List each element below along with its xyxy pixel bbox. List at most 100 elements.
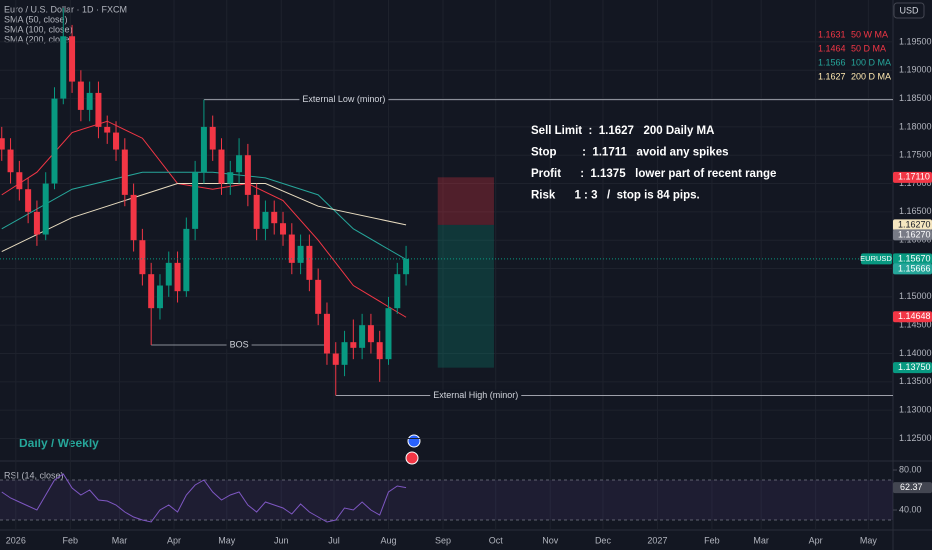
x-tick-label: Jun	[274, 535, 289, 545]
candle-body	[192, 172, 199, 229]
candle-body	[165, 262, 172, 286]
candle-body	[25, 189, 32, 212]
price-badge	[893, 362, 932, 374]
legend-value: 1.1631	[818, 29, 846, 39]
y-tick-label: 1.17000	[899, 178, 932, 188]
y-tick-label: 1.19000	[899, 65, 932, 75]
x-tick-label: Sep	[435, 535, 451, 545]
candle-body	[315, 279, 322, 314]
price-badge-label: 1.17110	[898, 172, 930, 182]
x-tick-label: May	[218, 535, 236, 545]
rsi-band	[0, 480, 893, 520]
candle-body	[60, 36, 67, 99]
price-badge-label: 1.15670	[898, 253, 931, 263]
price-badge	[893, 311, 932, 323]
x-tick-label: Dec	[595, 535, 612, 545]
rsi-line	[1, 473, 407, 523]
legend-value: 1.1566	[818, 57, 846, 67]
x-tick-label: Feb	[704, 535, 720, 545]
target-zone	[437, 224, 494, 368]
candle-body	[130, 194, 137, 241]
x-tick-label: 2027	[647, 535, 667, 545]
candle-body	[139, 240, 146, 275]
candle-body	[200, 126, 207, 173]
price-badge-label: 1.16270	[898, 229, 931, 239]
currency-button[interactable]	[893, 2, 925, 19]
candle-body	[7, 149, 14, 173]
legend-label: 100 D MA	[851, 57, 891, 67]
note: Sell Limit : 1.1627 200 Daily MA	[531, 125, 714, 137]
candle-body	[244, 155, 251, 195]
x-tick-label: Apr	[809, 535, 823, 545]
candle-body	[69, 36, 76, 82]
indicator: SMA (50, close)	[4, 14, 68, 24]
legend-label: 50 D MA	[851, 43, 886, 53]
rsi-tick-label: 40.00	[899, 504, 922, 514]
note: Profit : 1.1375 lower part of recent ran…	[531, 168, 776, 180]
price-badge	[893, 253, 932, 265]
level-label: External High (minor)	[433, 390, 518, 400]
symbol-badge-label: EURUSD	[860, 254, 892, 263]
candle-body	[403, 258, 410, 275]
candle-body	[253, 194, 260, 229]
candle-body	[385, 308, 392, 360]
candle-body	[121, 149, 128, 195]
event-icon[interactable]	[405, 451, 419, 465]
level-label-bg	[430, 389, 522, 400]
note: Stop : 1.1711 avoid any spikes	[531, 147, 729, 159]
y-tick-label: 1.15000	[899, 291, 932, 301]
candle-body	[332, 353, 339, 365]
price-badge-label: 1.15666	[898, 263, 931, 273]
candle-body	[359, 325, 366, 348]
x-tick-label: Feb	[63, 535, 79, 545]
candle-body	[209, 126, 216, 150]
candle-body	[376, 342, 383, 360]
legend-label: 200 D MA	[851, 71, 891, 81]
y-tick-label: 1.14000	[899, 348, 932, 358]
y-tick-label: 1.13500	[899, 376, 932, 386]
candle-body	[77, 81, 84, 110]
rsi-tick-label: 80.00	[899, 464, 922, 474]
rsi-badge	[893, 482, 932, 494]
x-tick-label: Mar	[753, 535, 769, 545]
candle-body	[113, 132, 120, 150]
symbol-badge	[861, 253, 892, 265]
candle-body	[236, 155, 243, 173]
currency[interactable]: USD	[899, 5, 919, 15]
price-badge	[893, 229, 932, 241]
x-tick-label: Mar	[112, 535, 128, 545]
candle-body	[297, 245, 304, 263]
candle-body	[0, 138, 5, 150]
candle-body	[341, 342, 348, 365]
candle-body	[16, 172, 23, 190]
candle-body	[183, 228, 190, 292]
y-tick-label: 1.18500	[899, 93, 932, 103]
candle-body	[42, 183, 49, 235]
x-tick-label: Jul	[328, 535, 340, 545]
x-tick-label: May	[860, 535, 878, 545]
candle-body	[174, 262, 181, 292]
x-tick-label: Aug	[380, 535, 396, 545]
price-badge	[893, 219, 932, 231]
candle-body	[95, 92, 102, 127]
y-tick-label: 1.12500	[899, 433, 932, 443]
price-badge-label: 1.16270	[898, 219, 931, 229]
event-icon[interactable]	[407, 434, 421, 448]
level-label: BOS	[230, 339, 249, 349]
level-label: External Low (minor)	[302, 94, 385, 104]
candle-body	[86, 92, 93, 110]
price-badge-label: 1.13750	[898, 362, 931, 372]
candle-body	[350, 342, 357, 348]
y-tick-label: 1.16500	[899, 206, 932, 216]
candle-body	[394, 274, 401, 309]
y-tick-label: 1.13000	[899, 405, 932, 415]
indicator: SMA (100, close)	[4, 24, 73, 34]
y-tick-label: 1.14500	[899, 320, 932, 330]
x-tick-label: Nov	[542, 535, 559, 545]
candle-body	[51, 98, 58, 184]
chart-title: Euro / U.S. Dollar · 1D · FXCM	[4, 4, 127, 14]
candle-body	[306, 245, 313, 280]
y-tick-label: 1.19500	[899, 36, 932, 46]
caption: Daily / Weekly	[19, 436, 99, 450]
candle-body	[323, 313, 330, 354]
